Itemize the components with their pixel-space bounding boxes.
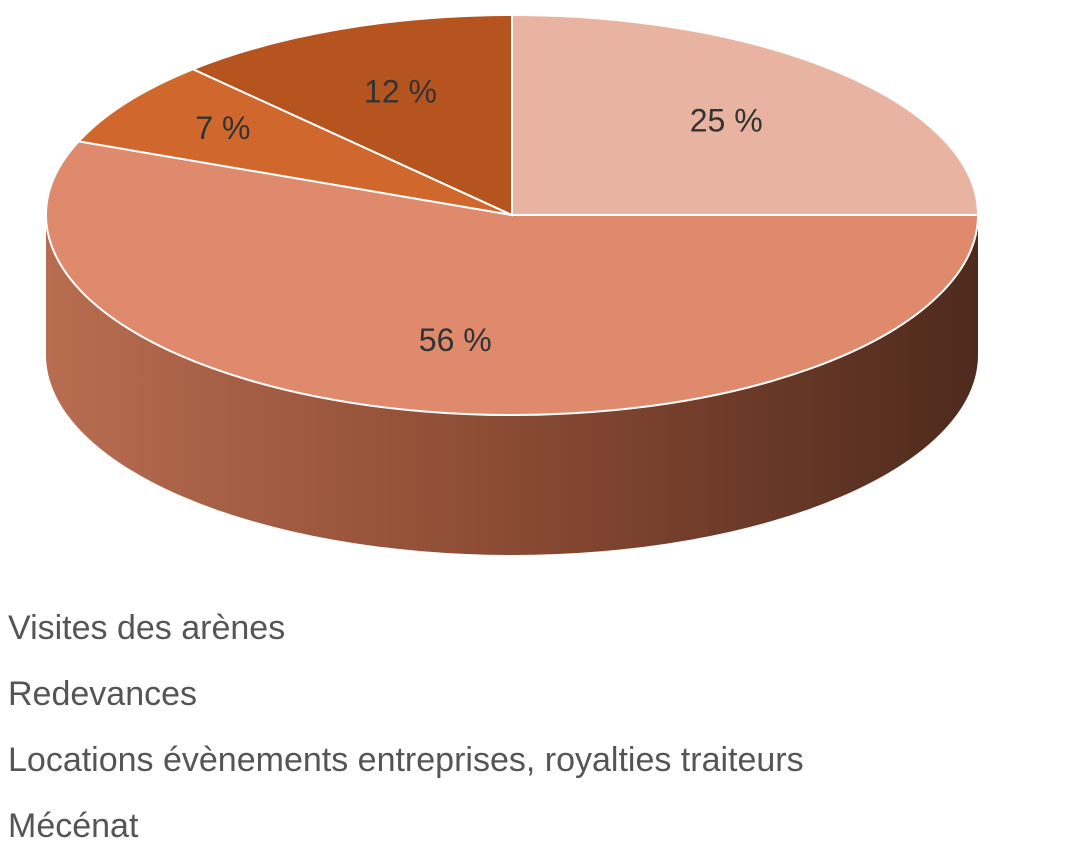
data-label: 7 % <box>195 110 250 146</box>
pie-slice <box>511 13 980 216</box>
pie-slice <box>76 68 513 216</box>
legend-entry: Redevances <box>8 675 197 713</box>
data-label: 12 % <box>364 74 437 110</box>
pie-slice <box>45 140 980 416</box>
legend-entry: Locations évènements entreprises, royalt… <box>8 741 804 779</box>
data-label: 56 % <box>419 322 492 358</box>
pie-slice <box>190 13 513 217</box>
data-label: 25 % <box>690 103 763 139</box>
legend-entry: Mécénat <box>8 807 139 845</box>
pie-side <box>46 215 978 555</box>
legend-entry: Visites des arènes <box>8 609 285 647</box>
